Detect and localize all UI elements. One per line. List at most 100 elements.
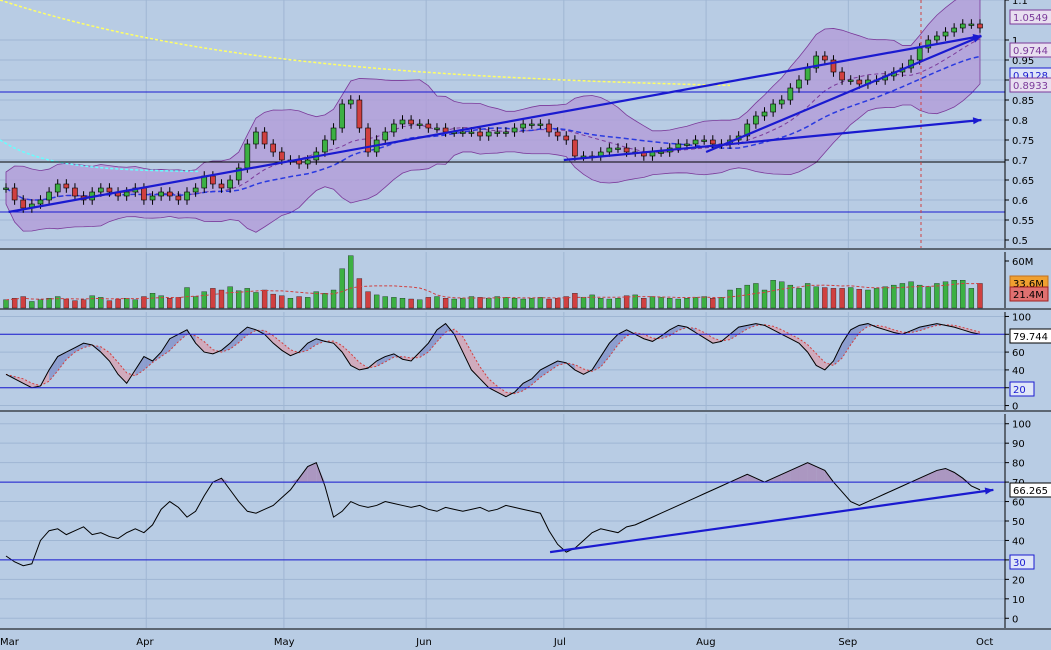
stochastic-fill bbox=[169, 334, 179, 351]
last-value-box bbox=[1009, 77, 1051, 93]
volume-bar bbox=[451, 298, 457, 309]
stochastic-fill bbox=[281, 342, 291, 356]
volume-bar bbox=[563, 296, 569, 309]
stochastic-fill bbox=[850, 325, 860, 345]
volume-bar bbox=[261, 289, 268, 309]
last-value-label: 1.0549 bbox=[1013, 13, 1048, 24]
candle-body bbox=[330, 127, 337, 141]
candle-body bbox=[192, 187, 199, 193]
x-tick-label: Aug bbox=[696, 637, 716, 648]
candle-body bbox=[761, 111, 768, 117]
volume-bar bbox=[796, 288, 802, 309]
candle-body bbox=[623, 147, 630, 153]
price-y-tick-label: 0.5 bbox=[1012, 236, 1028, 247]
stochastic-fill bbox=[540, 365, 550, 378]
volume-bar bbox=[115, 298, 121, 309]
stochastic-fill bbox=[600, 343, 610, 367]
long-moving-average bbox=[0, 0, 731, 87]
stochastic-fill bbox=[643, 334, 653, 342]
candle-body bbox=[925, 39, 932, 49]
volume-bar bbox=[598, 298, 604, 309]
price-trendline bbox=[705, 34, 982, 154]
stochastic-signal-line bbox=[5, 324, 981, 395]
trendline-arrowhead bbox=[972, 35, 982, 43]
volume-bar bbox=[192, 296, 199, 309]
price-y-tick-label: 0.6 bbox=[1012, 196, 1028, 207]
stochastic-fill bbox=[798, 338, 808, 353]
volume-bar bbox=[917, 284, 923, 309]
rsi-y-tick-label: 100 bbox=[1012, 420, 1031, 431]
price-y-tick-label: 0.8 bbox=[1012, 116, 1028, 127]
stochastic-fill bbox=[531, 369, 541, 385]
volume-bar bbox=[399, 298, 406, 309]
candle-body bbox=[477, 131, 483, 137]
stoch-y-tick-label: 40 bbox=[1012, 366, 1025, 377]
candle-body bbox=[322, 139, 328, 153]
stochastic-fill bbox=[247, 327, 256, 335]
volume-bar bbox=[658, 297, 664, 309]
candle-body bbox=[942, 31, 949, 37]
volume-bar bbox=[554, 298, 561, 309]
last-value-label: 79.744 bbox=[1013, 332, 1048, 343]
candle-body bbox=[399, 119, 406, 125]
stochastic-fill bbox=[462, 336, 472, 370]
candle-body bbox=[175, 195, 182, 201]
candle-body bbox=[356, 99, 363, 129]
rsi-y-tick-label: 90 bbox=[1012, 439, 1025, 450]
volume-bar bbox=[494, 296, 500, 309]
volume-bar bbox=[477, 297, 483, 309]
volume-bar bbox=[37, 299, 44, 309]
candle-body bbox=[123, 191, 130, 197]
volume-bar bbox=[839, 288, 845, 309]
candle-body bbox=[839, 71, 845, 81]
stochastic-fill bbox=[885, 326, 894, 333]
volume-bar bbox=[632, 294, 638, 309]
candle-body bbox=[503, 131, 509, 134]
volume-bar bbox=[322, 293, 328, 309]
stochastic-fill bbox=[557, 361, 567, 366]
stochastic-fill bbox=[712, 337, 722, 344]
volume-bar bbox=[3, 299, 9, 309]
candle-body bbox=[813, 55, 820, 69]
volume-bar bbox=[227, 286, 233, 309]
stochastic-fill bbox=[238, 327, 248, 343]
stochastic-fill bbox=[74, 343, 84, 353]
volume-bar bbox=[29, 301, 35, 309]
stochastic-fill bbox=[695, 328, 705, 338]
candle-body bbox=[951, 27, 957, 33]
volume-bar bbox=[710, 298, 716, 309]
rsi-overbought-fill bbox=[919, 474, 929, 483]
volume-bar bbox=[330, 289, 337, 309]
volume-bar bbox=[606, 298, 613, 309]
candle-body bbox=[753, 115, 759, 125]
stochastic-fill bbox=[549, 361, 558, 372]
volume-bar bbox=[149, 293, 156, 309]
price-y-tick-label: 0.55 bbox=[1012, 216, 1034, 227]
candle-body bbox=[822, 55, 828, 61]
stochastic-fill bbox=[49, 356, 58, 382]
volume-bar bbox=[279, 295, 285, 309]
volume-bar bbox=[968, 288, 975, 309]
candle-body bbox=[675, 143, 682, 149]
candle-body bbox=[37, 199, 44, 205]
last-value-box bbox=[1009, 554, 1035, 570]
x-tick-label: Mar bbox=[0, 637, 20, 648]
volume-bar bbox=[641, 298, 647, 309]
stochastic-fill bbox=[859, 323, 868, 333]
stochastic-fill bbox=[738, 325, 748, 335]
volume-bar bbox=[236, 290, 242, 309]
price-trendline bbox=[8, 34, 982, 214]
volume-bar bbox=[925, 286, 931, 309]
last-value-label: 30 bbox=[1013, 558, 1026, 569]
stochastic-fill bbox=[497, 386, 506, 397]
volume-bar bbox=[692, 297, 699, 309]
rsi-overbought-fill bbox=[307, 462, 317, 483]
stochastic-fill bbox=[790, 334, 799, 344]
stochastic-fill bbox=[195, 335, 205, 353]
stochastic-fill bbox=[230, 334, 239, 350]
candle-body bbox=[244, 143, 251, 169]
volume-bar bbox=[649, 296, 656, 309]
price-y-tick-label: 0.95 bbox=[1012, 56, 1034, 67]
volume-bar bbox=[365, 291, 371, 309]
